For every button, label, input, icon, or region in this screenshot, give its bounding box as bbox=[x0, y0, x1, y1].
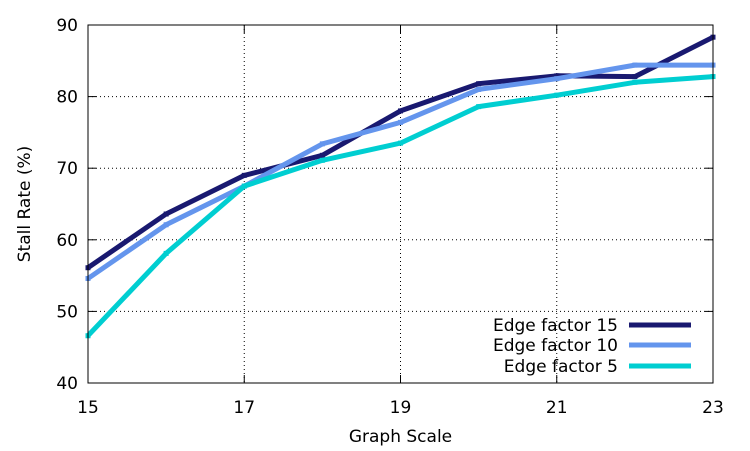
data-point bbox=[319, 157, 325, 163]
legend-marker bbox=[657, 322, 663, 328]
y-axis-title: Stall Rate (%) bbox=[15, 146, 35, 263]
y-tick-label: 70 bbox=[56, 159, 78, 179]
legend-label: Edge factor 5 bbox=[504, 357, 618, 377]
legend-marker bbox=[657, 363, 663, 369]
data-point bbox=[554, 73, 560, 79]
data-point bbox=[241, 183, 247, 189]
data-point bbox=[632, 79, 638, 85]
data-point bbox=[398, 119, 403, 125]
data-point bbox=[554, 92, 560, 98]
y-tick-label: 50 bbox=[56, 302, 78, 322]
data-point bbox=[398, 140, 403, 146]
y-tick-label: 90 bbox=[56, 16, 78, 36]
data-point bbox=[476, 86, 482, 92]
data-point bbox=[632, 62, 638, 68]
x-tick-label: 23 bbox=[702, 398, 724, 418]
data-point bbox=[476, 81, 482, 87]
data-point bbox=[319, 141, 325, 147]
plot-frame bbox=[87, 24, 714, 384]
x-tick-label: 15 bbox=[77, 398, 99, 418]
y-tick-label: 80 bbox=[56, 88, 78, 108]
legend-marker bbox=[657, 342, 663, 348]
data-point bbox=[241, 172, 247, 178]
legend-label: Edge factor 15 bbox=[493, 316, 618, 336]
y-tick-label: 60 bbox=[56, 231, 78, 251]
axis-ticks: 15 17 19 21 23 40 50 60 70 80 90 bbox=[56, 16, 723, 418]
data-point bbox=[398, 108, 403, 114]
legend-label: Edge factor 10 bbox=[493, 336, 618, 356]
x-tick-label: 17 bbox=[233, 398, 255, 418]
data-point bbox=[632, 74, 638, 80]
data-point bbox=[163, 211, 169, 217]
data-point bbox=[554, 76, 560, 82]
data-point bbox=[319, 152, 325, 158]
x-tick-label: 19 bbox=[390, 398, 412, 418]
data-point bbox=[163, 222, 169, 228]
data-point bbox=[163, 250, 169, 256]
x-tick-label: 21 bbox=[546, 398, 568, 418]
y-tick-label: 40 bbox=[56, 374, 78, 394]
data-point bbox=[476, 104, 482, 110]
grid-lines bbox=[88, 25, 713, 383]
series-lines bbox=[85, 34, 716, 339]
x-axis-title: Graph Scale bbox=[349, 427, 452, 447]
